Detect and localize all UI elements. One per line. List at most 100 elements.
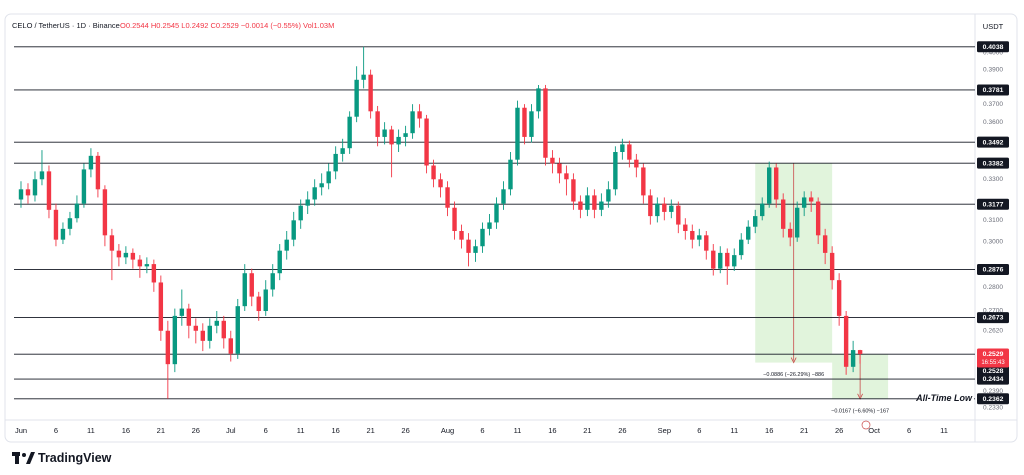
candle-body <box>312 187 317 200</box>
candle-body <box>787 228 793 238</box>
level-label-box <box>977 41 1009 53</box>
symbol: CELO / TetherUS · 1D · Binance <box>12 21 120 30</box>
candle-body <box>298 205 303 221</box>
price-label: 0.2529 <box>983 351 1004 358</box>
y-tick-label: 0.3900 <box>983 66 1003 73</box>
candle-body <box>452 207 457 231</box>
candle-body <box>718 252 723 269</box>
candle-body <box>843 315 849 367</box>
logo-part <box>15 452 19 464</box>
level-label-box <box>977 136 1009 148</box>
level-label-box <box>977 393 1009 405</box>
candle-body <box>697 235 702 240</box>
candle-body <box>690 230 695 240</box>
candle-body <box>808 197 814 202</box>
candle-body <box>746 226 751 240</box>
candle-body <box>815 201 821 236</box>
level-label: 0.3177 <box>983 201 1004 208</box>
candle-body <box>326 171 331 184</box>
candle-body <box>137 259 143 267</box>
candle-body <box>753 216 758 227</box>
candle-body <box>536 88 541 112</box>
candle-body <box>165 330 171 365</box>
level-label: 0.2876 <box>983 267 1004 274</box>
y-tick-label: 0.2700 <box>983 308 1003 315</box>
x-tick-label: Jul <box>226 426 236 435</box>
candle-body <box>368 74 373 112</box>
candle-body <box>669 205 674 212</box>
candle-body <box>375 111 380 137</box>
price-label-box <box>977 348 1009 368</box>
x-tick-label: 6 <box>264 426 268 435</box>
y-tick-label: 0.2800 <box>983 284 1003 291</box>
logo-part <box>22 453 26 457</box>
candle-body <box>228 338 233 354</box>
candle-body <box>585 195 590 210</box>
level-label: 0.4038 <box>983 44 1004 51</box>
candle-body <box>704 235 709 251</box>
countdown: 16:55:43 <box>981 360 1005 366</box>
x-tick-label: 16 <box>331 426 339 435</box>
x-tick-label: 11 <box>730 426 738 435</box>
candle-body <box>193 325 199 331</box>
candle-body <box>648 195 653 217</box>
chart-frame <box>4 13 1018 443</box>
x-tick-label: 26 <box>618 426 626 435</box>
candle-body <box>564 173 569 180</box>
currency: USDT <box>983 22 1004 31</box>
marker-icon <box>861 420 871 430</box>
brand: TradingView <box>38 451 112 465</box>
candle-body <box>249 273 254 297</box>
candle-body <box>179 308 185 316</box>
candle-body <box>18 189 24 200</box>
level-label-box <box>977 198 1009 210</box>
y-tick-label: 0.3000 <box>983 239 1003 246</box>
level-label: 0.2528 <box>983 368 1004 375</box>
candle-body <box>836 280 842 316</box>
candle-body <box>256 296 261 312</box>
candle-body <box>305 199 310 206</box>
level-label-box <box>977 373 1009 385</box>
candle-body <box>438 179 443 188</box>
measure-label: −0.0167 (−6.60%) −167 <box>831 408 889 414</box>
x-tick-label: 21 <box>366 426 374 435</box>
brand-logo <box>12 452 35 464</box>
y-tick-label: 0.2390 <box>983 388 1003 395</box>
candle-body <box>74 203 80 219</box>
candle-body <box>529 111 534 137</box>
candle-body <box>144 264 150 267</box>
candle-body <box>214 320 219 326</box>
y-tick-label: 0.3300 <box>983 176 1003 183</box>
candle-body <box>39 171 45 180</box>
candle-body <box>578 201 583 210</box>
candle-body <box>522 107 527 137</box>
candle-body <box>284 239 289 251</box>
candle-body <box>67 218 73 229</box>
candle-body <box>235 306 240 354</box>
candle-body <box>431 165 436 180</box>
candle-body <box>116 250 122 258</box>
candle-body <box>221 320 226 339</box>
y-tick-label: 0.4000 <box>983 50 1003 57</box>
y-tick-label: 0.2620 <box>983 327 1003 334</box>
x-tick-label: 26 <box>835 426 843 435</box>
candle-body <box>725 252 730 267</box>
candle-body <box>473 246 478 253</box>
candle-body <box>683 224 688 231</box>
level-label-box <box>977 264 1009 276</box>
candle-body <box>557 163 562 174</box>
candle-body <box>361 74 366 80</box>
x-tick-label: Sep <box>658 426 671 435</box>
candle-body <box>613 152 618 190</box>
x-tick-label: 11 <box>940 426 948 435</box>
x-tick-label: 26 <box>192 426 200 435</box>
x-tick-label: 16 <box>122 426 130 435</box>
y-tick-label: 0.3700 <box>983 101 1003 108</box>
candle-body <box>599 201 604 210</box>
candle-body <box>606 189 611 202</box>
candle-body <box>732 255 737 267</box>
x-tick-label: 11 <box>297 426 305 435</box>
x-tick-label: 6 <box>907 426 911 435</box>
y-tick-label: 0.3100 <box>983 217 1003 224</box>
